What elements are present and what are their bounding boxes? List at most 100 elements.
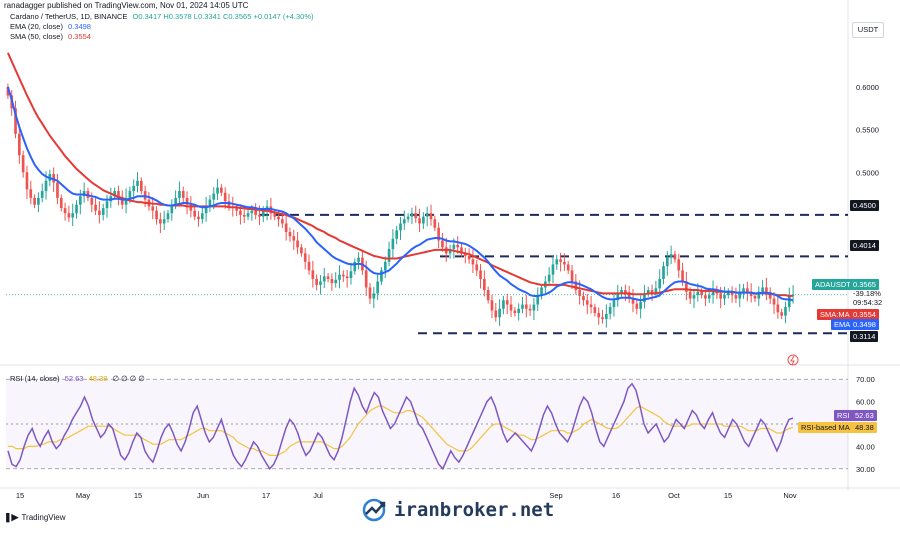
candle-body	[448, 249, 452, 254]
candle-body	[136, 180, 139, 186]
candle-body	[517, 308, 520, 314]
candle-body	[585, 300, 589, 305]
candle-body	[105, 201, 109, 209]
candles	[6, 83, 795, 328]
candle-body	[460, 247, 463, 254]
candle-body	[471, 259, 475, 265]
price-axis-label: 0.5500	[856, 126, 879, 135]
candle-body	[75, 204, 78, 214]
candle-body	[189, 204, 193, 211]
ema20-line	[6, 86, 794, 302]
candle-body	[730, 291, 734, 296]
candle-body	[139, 180, 143, 192]
candle-body	[376, 281, 379, 294]
candle-body	[593, 307, 597, 314]
candle-body	[532, 304, 536, 311]
rsi-legend-value: 52.63	[64, 374, 84, 383]
candle-body	[151, 206, 155, 211]
currency-button[interactable]: USDT	[852, 22, 884, 38]
rsi-axis-label: 30.00	[856, 465, 875, 474]
rsi-axis-tag: RSI	[834, 410, 853, 421]
candle-body	[303, 253, 307, 262]
candle-body	[235, 208, 238, 211]
candle-body	[662, 266, 665, 279]
candle-body	[479, 270, 482, 279]
candle-body	[273, 213, 277, 217]
candle-body	[574, 281, 578, 291]
candle-body	[166, 213, 170, 220]
candle-body	[330, 278, 334, 284]
candle-body	[765, 287, 768, 292]
candle-body	[746, 288, 749, 292]
candle-body	[159, 219, 162, 224]
candle-body	[761, 287, 764, 292]
candle-body	[452, 244, 456, 250]
candle-body	[174, 197, 177, 205]
rsi-legend[interactable]: RSI (14, close) 52.63 48.38 ∅ ∅ ∅ ∅	[10, 374, 148, 383]
candle-body	[212, 193, 216, 200]
sma-legend-label: SMA (50, close)	[10, 32, 63, 41]
candle-body	[349, 271, 353, 279]
candle-body	[673, 254, 677, 260]
candle-body	[772, 298, 776, 305]
symbol-tag: ADAUSDT	[812, 279, 854, 290]
candle-body	[486, 290, 490, 301]
tv-logo-icon: ❚▶	[4, 512, 19, 522]
candle-body	[639, 301, 642, 309]
tradingview-logo[interactable]: ❚▶ TradingView	[4, 512, 66, 523]
rsi-axis-label: 60.00	[856, 398, 875, 407]
candle-body	[540, 287, 543, 296]
candle-body	[14, 108, 17, 134]
sma-legend[interactable]: SMA (50, close) 0.3554	[10, 32, 94, 41]
sma-axis-value: 0.3554	[850, 309, 879, 320]
time-axis-label: 15	[16, 491, 24, 500]
candle-body	[441, 240, 444, 248]
candle-body	[254, 210, 257, 215]
rsi-legend-label: RSI (14, close)	[10, 374, 60, 383]
candle-body	[566, 264, 570, 271]
candle-body	[631, 298, 635, 304]
time-axis-label: 15	[724, 491, 732, 500]
candle-body	[315, 278, 318, 285]
candle-body	[338, 274, 341, 280]
candle-body	[483, 278, 486, 291]
ema-legend[interactable]: EMA (20, close) 0.3498	[10, 22, 94, 31]
candle-body	[559, 259, 562, 262]
candle-body	[723, 295, 726, 299]
candle-body	[383, 261, 387, 271]
candle-body	[258, 214, 261, 217]
candle-body	[44, 180, 48, 192]
candle-body	[681, 270, 684, 282]
rsi-axis-value: 52.63	[852, 410, 877, 421]
candle-body	[646, 290, 650, 294]
candle-body	[627, 293, 631, 299]
rsi-legend-tail: ∅ ∅ ∅ ∅	[112, 374, 145, 383]
candle-body	[608, 307, 612, 314]
rsi-legend-ma: 48.38	[88, 374, 108, 383]
candle-body	[281, 219, 284, 224]
candle-body	[56, 182, 59, 198]
last-price-tag: 0.3565	[850, 279, 879, 290]
candle-body	[780, 312, 783, 316]
candle-body	[40, 191, 44, 198]
rsi-ma-axis-value: 48.38	[852, 422, 877, 433]
candle-body	[117, 191, 120, 198]
rsi-ma-axis-tag: RSI-based MA	[798, 422, 853, 433]
candle-body	[776, 304, 780, 313]
candle-body	[319, 281, 322, 285]
candle-body	[669, 254, 673, 258]
candle-body	[753, 296, 757, 299]
candle-body	[357, 257, 360, 262]
time-axis-label: Oct	[668, 491, 681, 500]
candle-body	[239, 210, 242, 215]
candle-body	[616, 293, 620, 301]
candle-body	[425, 213, 429, 217]
candle-body	[132, 185, 136, 192]
candle-body	[33, 197, 36, 205]
candle-body	[635, 303, 639, 309]
price-axis-label: 0.6000	[856, 83, 879, 92]
publisher-line: ranadagger published on TradingView.com,…	[4, 1, 249, 10]
time-axis-label: Jul	[313, 491, 323, 500]
